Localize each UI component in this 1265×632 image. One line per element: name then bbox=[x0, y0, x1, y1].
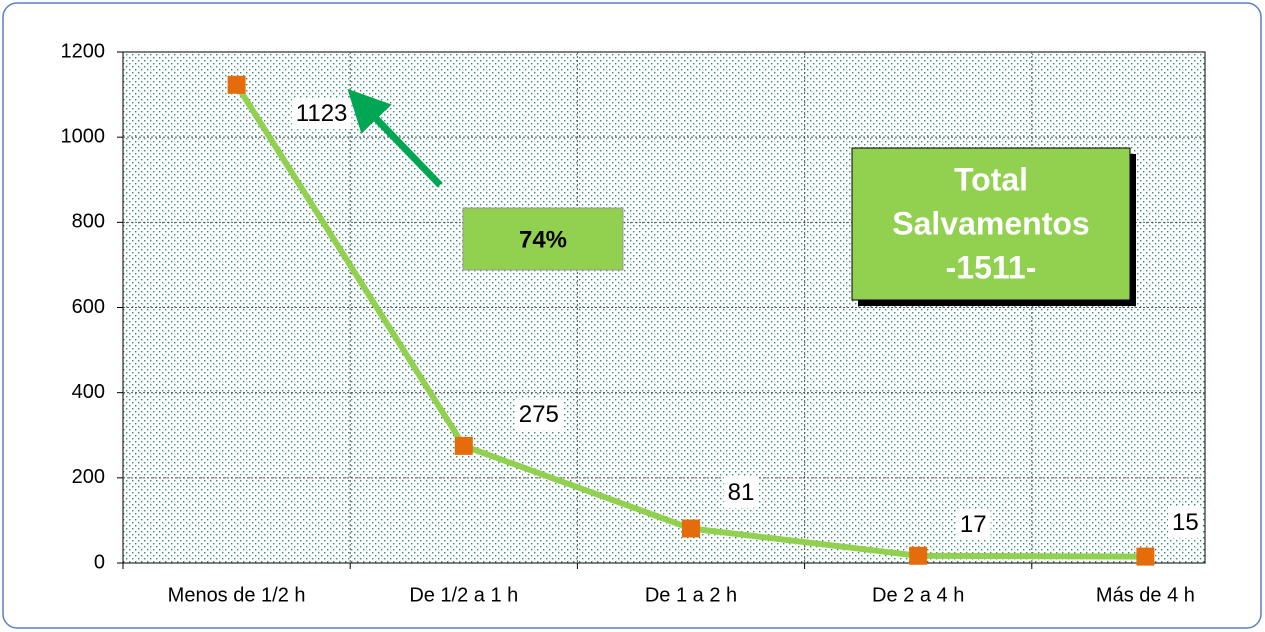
x-tick-label: Más de 4 h bbox=[1096, 584, 1195, 606]
data-label-bg bbox=[955, 509, 991, 541]
annotation: -1511- bbox=[946, 249, 1037, 285]
marker bbox=[227, 75, 246, 94]
y-tick-label: 1000 bbox=[61, 125, 106, 147]
y-tick-label: 200 bbox=[72, 466, 105, 488]
annotation-box bbox=[851, 147, 1131, 301]
y-tick-label: 0 bbox=[94, 551, 105, 573]
data-label: 15 bbox=[1172, 509, 1199, 536]
y-tick-label: 1200 bbox=[61, 40, 106, 62]
x-tick-label: De 2 a 4 h bbox=[872, 584, 964, 606]
data-label-bg bbox=[291, 98, 352, 130]
y-tick-label: 800 bbox=[72, 211, 105, 233]
annotation: Total bbox=[954, 161, 1028, 197]
annotation: Salvamentos bbox=[892, 205, 1089, 241]
marker bbox=[454, 436, 473, 455]
marker bbox=[1136, 547, 1155, 566]
data-label-bg bbox=[514, 399, 563, 431]
x-tick-label: Menos de 1/2 h bbox=[168, 584, 306, 606]
y-tick-label: 600 bbox=[72, 296, 105, 318]
y-tick-label: 400 bbox=[72, 381, 105, 403]
data-label-bg bbox=[1168, 506, 1203, 538]
x-tick-label: De 1/2 a 1 h bbox=[409, 584, 518, 606]
annotation-box bbox=[462, 207, 624, 271]
data-label-bg bbox=[723, 476, 759, 508]
data-label: 1123 bbox=[296, 100, 348, 127]
annotation: 74% bbox=[519, 226, 567, 253]
marker bbox=[682, 519, 700, 538]
data-label: 275 bbox=[519, 401, 559, 428]
x-tick-label: De 1 a 2 h bbox=[645, 584, 737, 606]
data-label: 81 bbox=[728, 479, 755, 506]
data-label: 17 bbox=[960, 511, 987, 538]
arrow bbox=[347, 88, 443, 188]
marker bbox=[909, 546, 928, 565]
